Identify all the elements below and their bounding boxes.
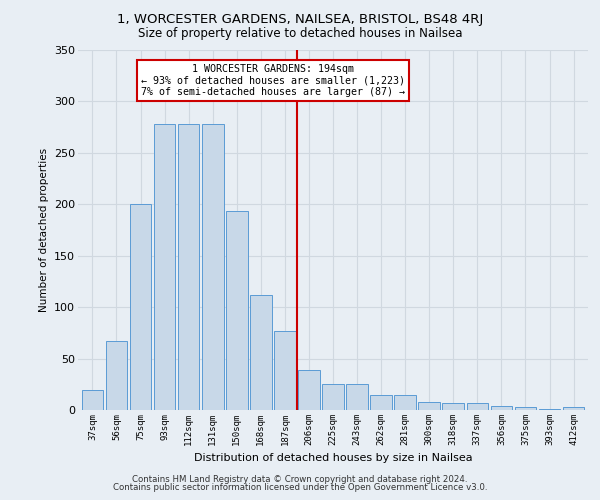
Bar [226, 212, 248, 410]
Text: Contains public sector information licensed under the Open Government Licence v3: Contains public sector information licen… [113, 484, 487, 492]
Bar [539, 409, 560, 410]
Bar [154, 124, 175, 410]
Bar [250, 295, 272, 410]
Bar [370, 394, 392, 410]
X-axis label: Distribution of detached houses by size in Nailsea: Distribution of detached houses by size … [194, 454, 472, 464]
Text: 1, WORCESTER GARDENS, NAILSEA, BRISTOL, BS48 4RJ: 1, WORCESTER GARDENS, NAILSEA, BRISTOL, … [117, 12, 483, 26]
Text: Size of property relative to detached houses in Nailsea: Size of property relative to detached ho… [138, 28, 462, 40]
Bar [346, 384, 368, 410]
Bar [322, 384, 344, 410]
Bar [82, 390, 103, 410]
Bar [467, 403, 488, 410]
Bar [515, 407, 536, 410]
Bar [394, 394, 416, 410]
Bar [563, 407, 584, 410]
Bar [106, 341, 127, 410]
Bar [491, 406, 512, 410]
Bar [418, 402, 440, 410]
Bar [178, 124, 199, 410]
Y-axis label: Number of detached properties: Number of detached properties [38, 148, 49, 312]
Text: Contains HM Land Registry data © Crown copyright and database right 2024.: Contains HM Land Registry data © Crown c… [132, 475, 468, 484]
Bar [442, 403, 464, 410]
Bar [202, 124, 224, 410]
Text: 1 WORCESTER GARDENS: 194sqm
← 93% of detached houses are smaller (1,223)
7% of s: 1 WORCESTER GARDENS: 194sqm ← 93% of det… [141, 64, 405, 98]
Bar [298, 370, 320, 410]
Bar [130, 204, 151, 410]
Bar [274, 331, 296, 410]
